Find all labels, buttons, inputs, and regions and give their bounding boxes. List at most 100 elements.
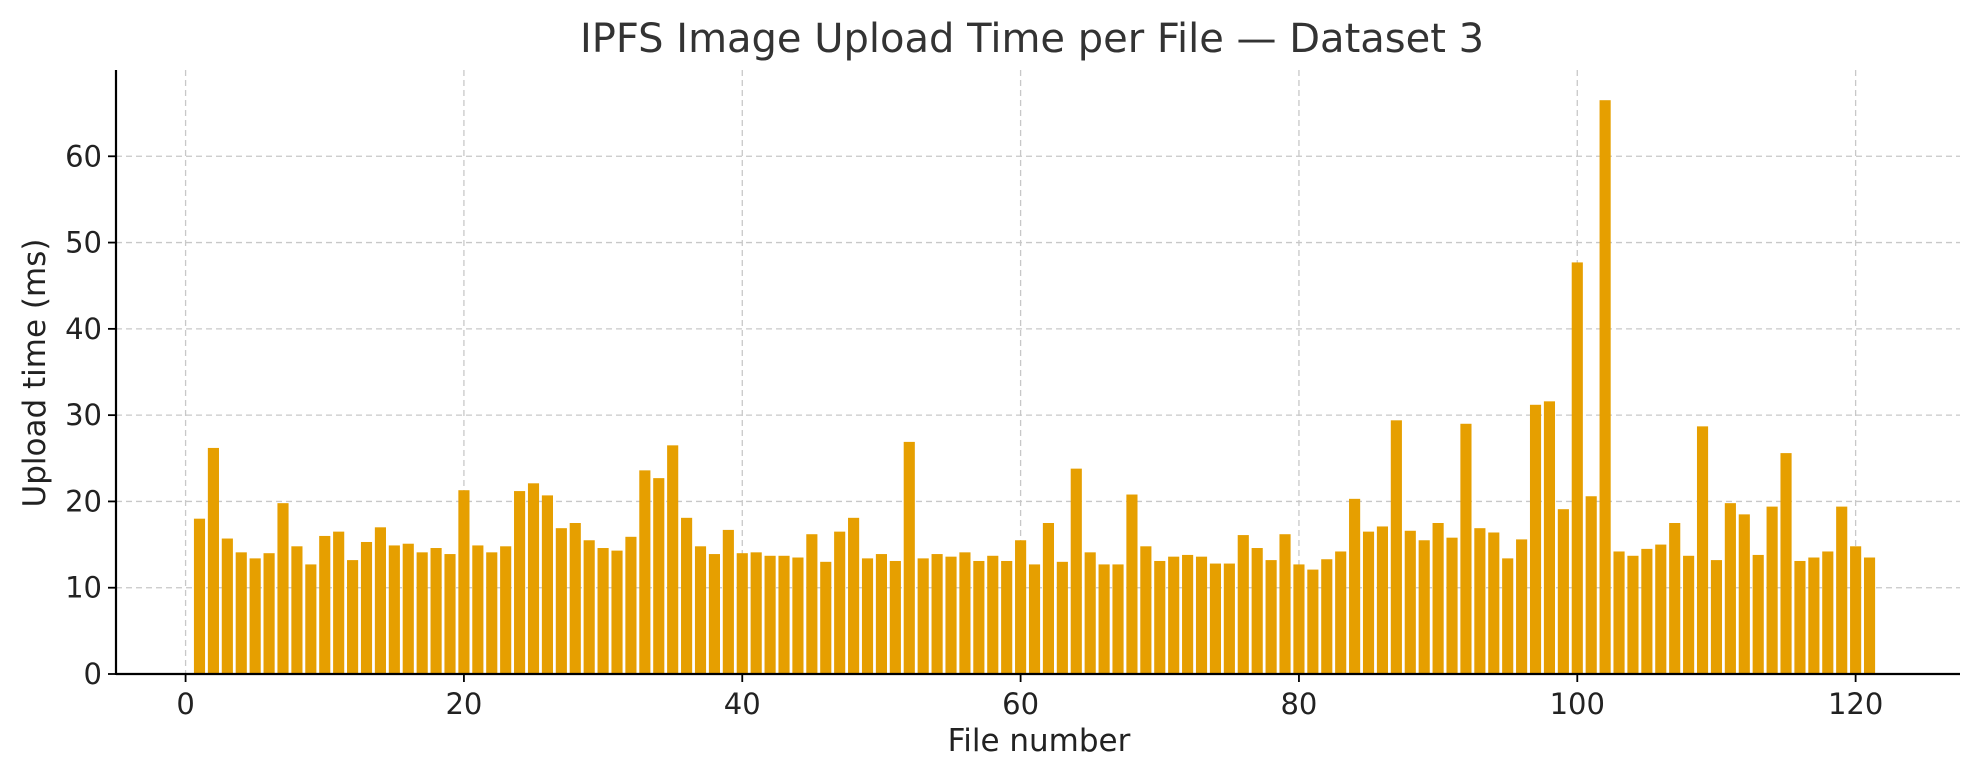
bar	[1195, 556, 1208, 674]
bar	[1098, 564, 1110, 674]
y-tick-label: 0	[84, 657, 102, 691]
bar	[611, 550, 623, 674]
bar	[1404, 530, 1416, 674]
bar	[1557, 509, 1569, 674]
bar	[541, 495, 553, 674]
y-tick-label: 60	[65, 139, 102, 173]
bar	[1182, 554, 1194, 674]
bar	[1599, 100, 1611, 674]
bar	[1488, 532, 1500, 674]
bar	[1140, 546, 1152, 674]
bar	[1126, 494, 1138, 674]
bar	[1376, 526, 1389, 674]
bar	[444, 554, 456, 674]
bar	[792, 557, 804, 674]
bar	[722, 529, 734, 674]
bar	[305, 564, 317, 674]
bar	[1474, 528, 1486, 674]
x-tick-label: 80	[1280, 687, 1317, 721]
bar	[1390, 420, 1402, 674]
x-tick-label: 20	[445, 687, 482, 721]
x-tick-label: 40	[724, 687, 761, 721]
bar	[1056, 561, 1068, 674]
bar	[277, 503, 289, 674]
bar	[263, 553, 275, 674]
bar	[569, 523, 581, 674]
bar	[1738, 514, 1750, 674]
y-axis-label: Upload time (ms)	[17, 239, 53, 508]
bar	[347, 560, 359, 674]
bar	[1613, 551, 1625, 674]
bar	[1794, 560, 1806, 674]
bar	[1279, 534, 1291, 674]
bar	[1752, 554, 1764, 674]
bar	[1585, 496, 1597, 674]
bar	[221, 538, 233, 674]
bar	[1724, 503, 1736, 674]
bar	[1418, 540, 1430, 674]
bar	[207, 447, 219, 674]
bar	[402, 543, 414, 674]
bar	[1335, 551, 1347, 674]
bar	[1780, 453, 1792, 674]
bar	[374, 527, 386, 674]
bar	[1001, 560, 1013, 674]
bar	[1307, 569, 1319, 674]
bar	[333, 531, 345, 674]
bar	[875, 554, 888, 674]
bar	[1293, 564, 1305, 674]
bar	[764, 555, 776, 674]
bar	[1529, 404, 1542, 674]
bar	[1571, 262, 1583, 674]
bar	[1028, 564, 1041, 674]
bar	[1209, 563, 1222, 674]
bar	[848, 517, 860, 674]
bar	[1836, 506, 1848, 674]
bar	[1237, 535, 1249, 674]
bar	[667, 445, 679, 674]
bar	[1502, 558, 1514, 674]
bar	[834, 531, 846, 674]
x-tick-label: 60	[1002, 687, 1039, 721]
bar	[931, 554, 943, 674]
bar	[1154, 560, 1166, 674]
bar	[708, 554, 720, 674]
bar	[1446, 537, 1458, 674]
bar	[486, 552, 498, 674]
bar	[1808, 557, 1820, 674]
bar	[527, 483, 540, 674]
bar	[1766, 506, 1778, 674]
bar	[1042, 523, 1055, 674]
bar	[917, 558, 929, 674]
bar	[249, 558, 261, 674]
bar	[1432, 523, 1444, 674]
bar	[514, 491, 526, 674]
bar	[1850, 546, 1862, 674]
bar	[889, 560, 901, 674]
bar	[555, 528, 567, 674]
bar	[903, 441, 915, 674]
bar	[1669, 523, 1681, 674]
bar	[987, 555, 999, 674]
bar	[1362, 531, 1375, 674]
bar	[959, 552, 971, 674]
bar	[778, 555, 790, 674]
bar	[430, 548, 442, 674]
bar	[1112, 564, 1124, 674]
bar	[736, 553, 748, 674]
bar	[1863, 557, 1876, 674]
bar	[1265, 560, 1277, 674]
bar	[1683, 555, 1695, 674]
bar	[1460, 423, 1472, 674]
bar	[1822, 551, 1834, 674]
bar	[583, 540, 595, 674]
bar	[1084, 552, 1096, 674]
bar	[472, 545, 484, 674]
axes	[114, 70, 1960, 676]
bar	[653, 478, 665, 674]
bars	[193, 100, 1876, 674]
bar	[1223, 563, 1235, 674]
bar	[1516, 539, 1528, 674]
bar	[1168, 556, 1180, 674]
